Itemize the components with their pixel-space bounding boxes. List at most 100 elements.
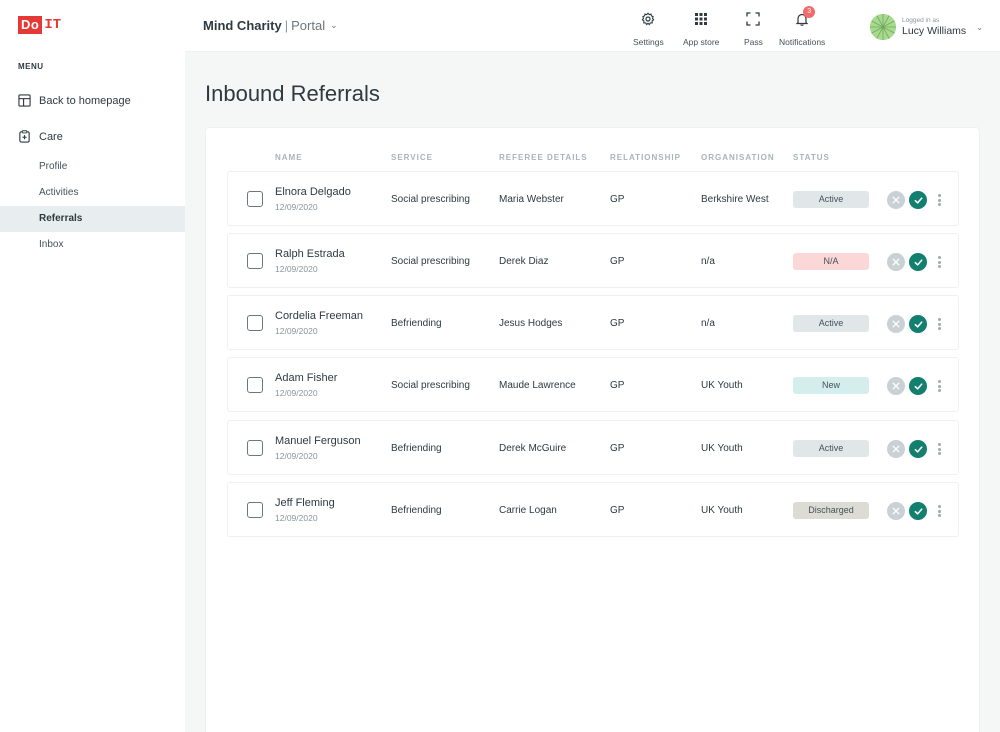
pass-label: Pass xyxy=(744,37,763,47)
referral-name: Cordelia Freeman xyxy=(275,310,364,322)
referral-name-cell: Adam Fisher 12/09/2020 xyxy=(275,372,337,398)
referee-cell: Maria Webster xyxy=(499,194,564,205)
org-name: Mind Charity xyxy=(203,18,282,33)
organisation-switcher[interactable]: Mind Charity | Portal ⌄ xyxy=(203,18,338,33)
organisation-cell: Berkshire West xyxy=(701,194,769,205)
check-icon xyxy=(914,382,923,390)
referee-cell: Jesus Hodges xyxy=(499,318,563,329)
table-row[interactable]: Manuel Ferguson 12/09/2020 Befriending Dere… xyxy=(227,420,959,475)
column-header-organisation: ORGANISATION xyxy=(701,153,775,162)
relationship-cell: GP xyxy=(610,256,625,267)
column-header-service: SERVICE xyxy=(391,153,433,162)
doit-logo[interactable]: Do IT xyxy=(18,16,61,34)
referral-date: 12/09/2020 xyxy=(275,513,318,523)
accept-button[interactable] xyxy=(909,377,927,395)
referral-name-cell: Manuel Ferguson 12/09/2020 xyxy=(275,435,361,461)
accept-button[interactable] xyxy=(909,440,927,458)
row-checkbox[interactable] xyxy=(247,502,263,518)
accept-button[interactable] xyxy=(909,191,927,209)
referral-name-cell: Elnora Delgado 12/09/2020 xyxy=(275,186,351,212)
kebab-icon[interactable] xyxy=(935,441,943,457)
organisation-cell: n/a xyxy=(701,318,715,329)
reject-button[interactable] xyxy=(887,440,905,458)
logged-in-as-label: Logged in as xyxy=(902,17,940,24)
user-menu[interactable]: Logged in as Lucy Williams ⌄ xyxy=(870,14,983,40)
relationship-cell: GP xyxy=(610,318,625,329)
service-cell: Social prescribing xyxy=(391,380,470,391)
status-badge: Active xyxy=(793,191,869,208)
row-checkbox[interactable] xyxy=(247,377,263,393)
organisation-cell: UK Youth xyxy=(701,505,743,516)
back-to-homepage-link[interactable]: Back to homepage xyxy=(18,94,131,107)
table-row[interactable]: Jeff Fleming 12/09/2020 Befriending Carrie … xyxy=(227,482,959,537)
reject-button[interactable] xyxy=(887,253,905,271)
reject-button[interactable] xyxy=(887,502,905,520)
column-header-status: STATUS xyxy=(793,153,830,162)
bell-icon: 3 xyxy=(795,6,816,31)
check-icon xyxy=(914,320,923,328)
logo-do: Do xyxy=(18,16,43,34)
user-info: Logged in as Lucy Williams xyxy=(902,17,966,37)
pass-button[interactable]: Pass xyxy=(744,12,763,47)
status-badge: N/A xyxy=(793,253,869,270)
row-checkbox[interactable] xyxy=(247,191,263,207)
table-row[interactable]: Adam Fisher 12/09/2020 Social prescribing M… xyxy=(227,357,959,412)
kebab-icon[interactable] xyxy=(935,503,943,519)
accept-button[interactable] xyxy=(909,502,927,520)
status-badge: Active xyxy=(793,315,869,332)
notifications-button[interactable]: 3 Notifications xyxy=(779,6,825,47)
accept-button[interactable] xyxy=(909,315,927,333)
gear-icon xyxy=(641,12,655,31)
referral-name: Adam Fisher xyxy=(275,372,338,384)
kebab-icon[interactable] xyxy=(935,316,943,332)
relationship-cell: GP xyxy=(610,380,625,391)
table-row[interactable]: Ralph Estrada 12/09/2020 Social prescribin… xyxy=(227,233,959,288)
status-badge: Discharged xyxy=(793,502,869,519)
referral-name-cell: Cordelia Freeman 12/09/2020 xyxy=(275,310,363,336)
sidebar-item-activities[interactable]: Activities xyxy=(39,187,79,198)
page-title: Inbound Referrals xyxy=(205,81,380,106)
table-row[interactable]: Elnora Delgado 12/09/2020 Social prescribi… xyxy=(227,171,959,226)
avatar xyxy=(870,14,896,40)
column-header-name: NAME xyxy=(275,153,303,162)
row-checkbox[interactable] xyxy=(247,315,263,331)
kebab-icon[interactable] xyxy=(935,254,943,270)
table-row[interactable]: Cordelia Freeman 12/09/2020 Befriending Jes… xyxy=(227,295,959,350)
grid-icon xyxy=(694,12,708,31)
row-checkbox[interactable] xyxy=(247,440,263,456)
organisation-cell: UK Youth xyxy=(701,443,743,454)
referral-name-cell: Jeff Fleming 12/09/2020 xyxy=(275,497,335,523)
check-icon xyxy=(914,258,923,266)
reject-button[interactable] xyxy=(887,191,905,209)
close-icon xyxy=(892,507,900,515)
clipboard-plus-icon xyxy=(18,130,31,143)
sidebar-item-profile[interactable]: Profile xyxy=(39,161,68,172)
referral-date: 12/09/2020 xyxy=(275,326,318,336)
service-cell: Social prescribing xyxy=(391,194,470,205)
logo-it: IT xyxy=(44,17,62,33)
settings-button[interactable]: Settings xyxy=(633,12,664,47)
sidebar-item-inbox[interactable]: Inbox xyxy=(39,239,64,250)
sidebar: Do IT MENU Back to homepage Care Profile… xyxy=(0,0,185,732)
app-store-button[interactable]: App store xyxy=(683,12,719,47)
reject-button[interactable] xyxy=(887,377,905,395)
relationship-cell: GP xyxy=(610,505,625,516)
organisation-cell: n/a xyxy=(701,256,715,267)
referral-name-cell: Ralph Estrada 12/09/2020 xyxy=(275,248,345,274)
status-badge: New xyxy=(793,377,869,394)
referral-name: Manuel Ferguson xyxy=(275,435,361,447)
row-checkbox[interactable] xyxy=(247,253,263,269)
referral-name: Jeff Fleming xyxy=(275,497,335,509)
column-header-relationship: RELATIONSHIP xyxy=(610,153,681,162)
accept-button[interactable] xyxy=(909,253,927,271)
care-nav-item[interactable]: Care xyxy=(18,130,63,143)
kebab-icon[interactable] xyxy=(935,378,943,394)
close-icon xyxy=(892,258,900,266)
service-cell: Befriending xyxy=(391,505,442,516)
referral-date: 12/09/2020 xyxy=(275,388,318,398)
kebab-icon[interactable] xyxy=(935,192,943,208)
scan-frame-icon xyxy=(746,12,761,31)
referee-cell: Derek Diaz xyxy=(499,256,549,267)
sidebar-item-referrals[interactable]: Referrals xyxy=(0,206,185,232)
reject-button[interactable] xyxy=(887,315,905,333)
